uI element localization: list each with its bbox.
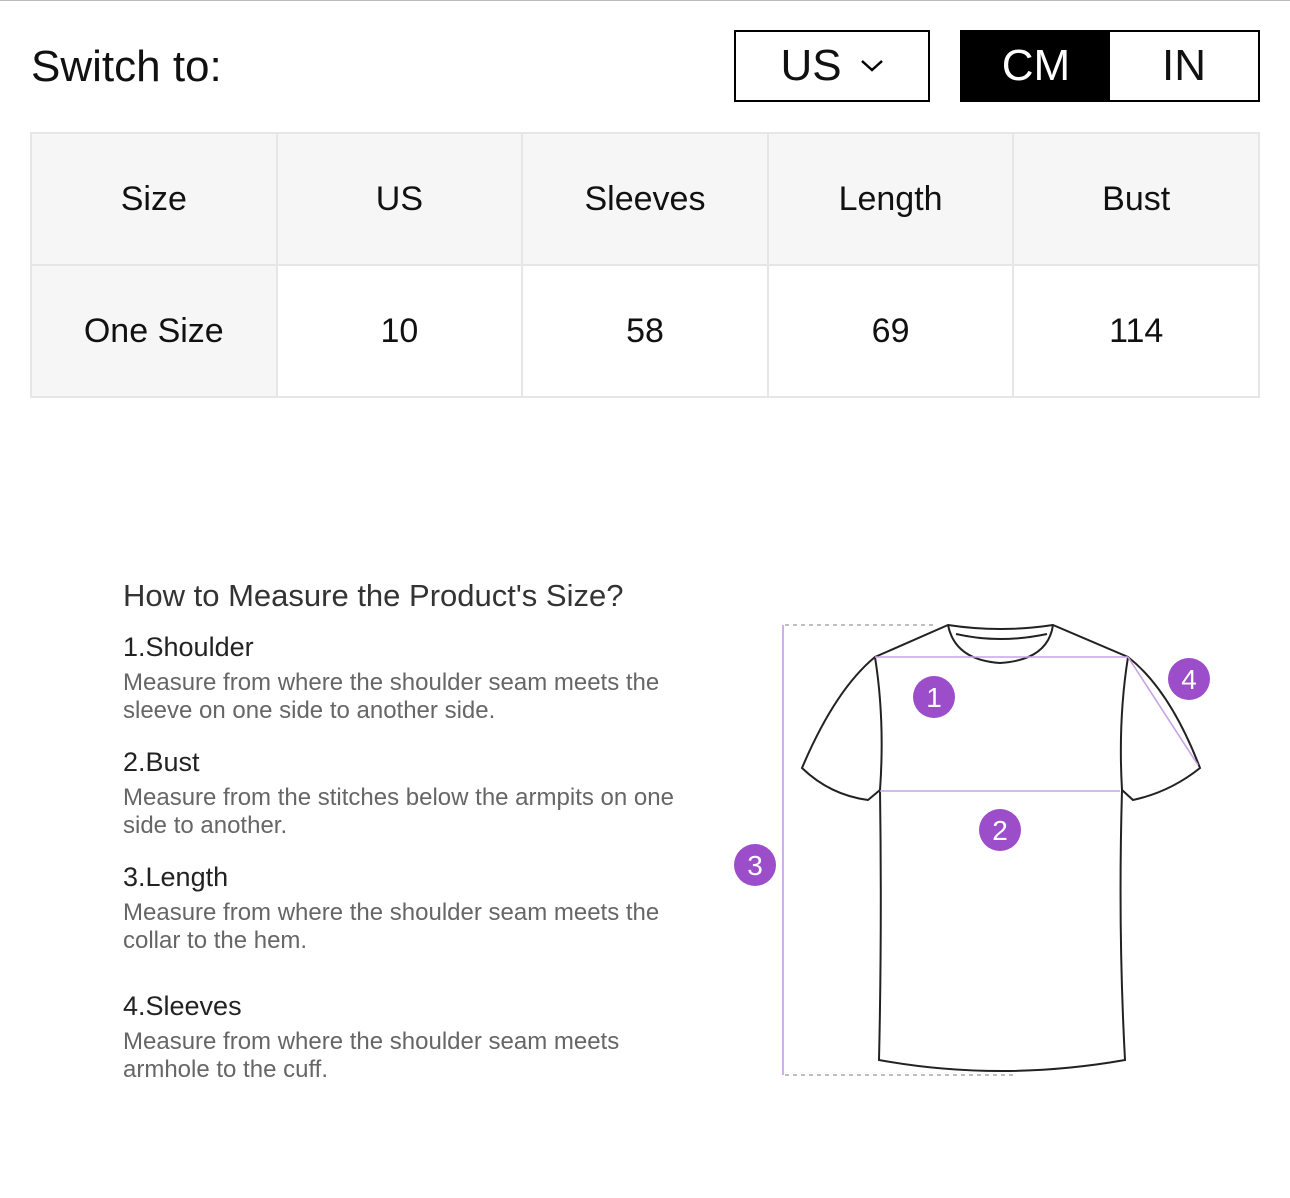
table-cell: 58 (521, 264, 769, 398)
tshirt-diagram: 1 2 3 4 (734, 623, 1210, 1076)
switch-label: Switch to: (31, 42, 222, 91)
table-row: One Size 10 58 69 114 (30, 264, 1260, 398)
region-value: US (780, 41, 842, 90)
header-cell: Length (766, 132, 1015, 266)
marker-2 (979, 809, 1021, 851)
guide-item-desc: Measure from the stitches below the armp… (123, 784, 674, 839)
unit-cm-button[interactable]: CM (962, 32, 1110, 100)
size-table: Size US Sleeves Length Bust One Size 10 … (30, 132, 1260, 398)
table-cell: 10 (275, 264, 524, 398)
guide-item: 4.Sleeves Measure from where the shoulder… (123, 991, 683, 1084)
measure-guide: How to Measure the Product's Size? 1.Sho… (123, 578, 683, 1106)
guide-item-title: 1.Shoulder (123, 632, 254, 662)
table-header-row: Size US Sleeves Length Bust (30, 132, 1260, 266)
marker-label: 2 (992, 815, 1008, 846)
marker-label: 1 (926, 682, 942, 713)
unit-in-button[interactable]: IN (1162, 41, 1206, 90)
header-cell: Bust (1012, 132, 1260, 266)
divider (0, 0, 1290, 1)
header-cell: Sleeves (521, 132, 769, 266)
table-cell: 114 (1012, 264, 1260, 398)
guide-item: 2.Bust Measure from the stitches below th… (123, 747, 683, 840)
marker-1 (913, 676, 955, 718)
table-cell: 69 (766, 264, 1015, 398)
guide-item: 3.Length Measure from where the shoulder … (123, 862, 683, 955)
header-cell: Size (30, 132, 278, 266)
guide-title: How to Measure the Product's Size? (123, 578, 624, 613)
unit-toggle[interactable]: CM IN (960, 30, 1260, 102)
header-cell: US (275, 132, 524, 266)
region-dropdown[interactable]: US (734, 30, 930, 102)
table-cell: One Size (30, 264, 278, 398)
marker-3 (734, 844, 776, 886)
guide-item-title: 3.Length (123, 862, 229, 892)
guide-item-desc: Measure from where the shoulder seam mee… (123, 669, 660, 724)
marker-4 (1168, 658, 1210, 700)
marker-label: 3 (747, 850, 763, 881)
guide-item-desc: Measure from where the shoulder seam mee… (123, 1028, 620, 1083)
guide-item-desc: Measure from where the shoulder seam mee… (123, 899, 660, 954)
guide-item: 1.Shoulder Measure from where the shoulde… (123, 632, 683, 725)
chevron-down-icon (860, 60, 883, 72)
guide-item-title: 4.Sleeves (123, 991, 242, 1021)
marker-label: 4 (1181, 664, 1197, 695)
guide-item-title: 2.Bust (123, 747, 200, 777)
